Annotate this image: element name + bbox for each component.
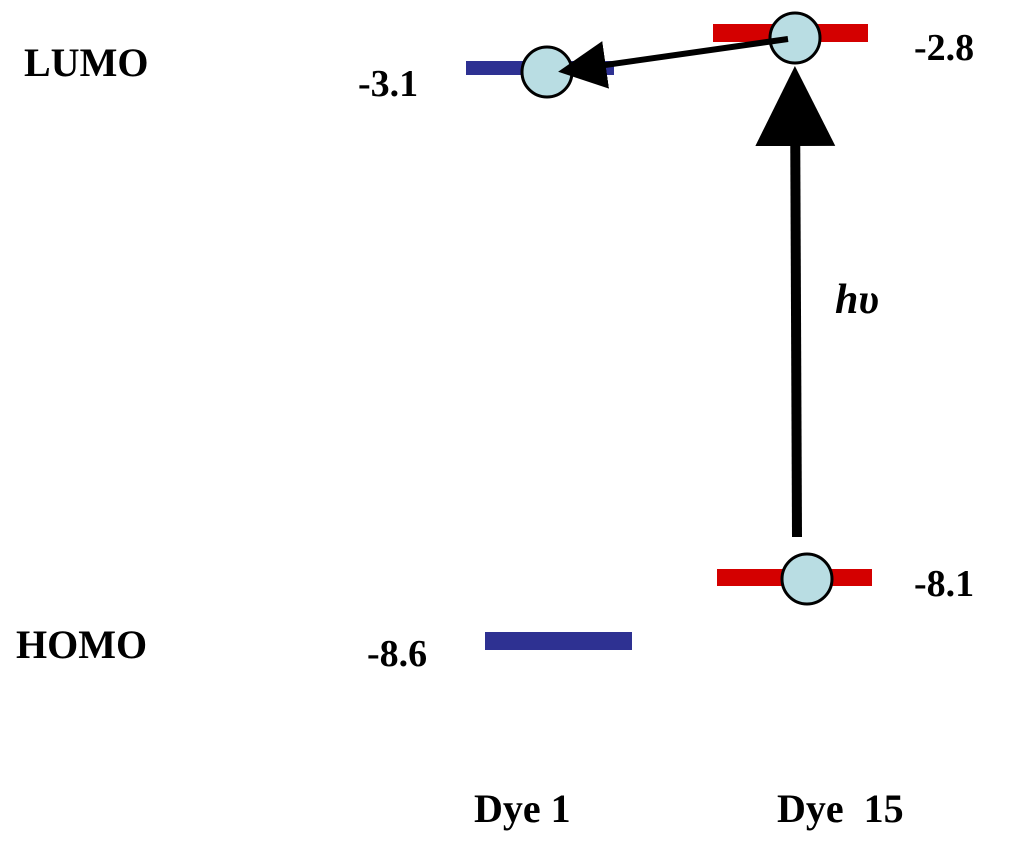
- dye1-homo-value: -8.6: [367, 633, 427, 675]
- dye1-lumo-value: -3.1: [358, 63, 418, 105]
- dye15-lumo-value: -2.8: [914, 27, 974, 69]
- electron-dye1-lumo: [520, 45, 574, 99]
- dye1-name: Dye 1: [474, 786, 571, 831]
- electron-dye15-homo: [780, 552, 834, 606]
- dye15-name: Dye 15: [777, 786, 904, 831]
- electron-dye15-lumo: [768, 11, 822, 65]
- dye15-homo-value: -8.1: [914, 563, 974, 605]
- lumo-label: LUMO: [24, 40, 148, 85]
- dye1-homo-level: [485, 632, 632, 650]
- electron-transfer-arrow: [558, 36, 789, 89]
- excitation-arrow: [755, 66, 836, 538]
- homo-label: HOMO: [16, 622, 147, 667]
- excitation-label: hυ: [835, 277, 879, 323]
